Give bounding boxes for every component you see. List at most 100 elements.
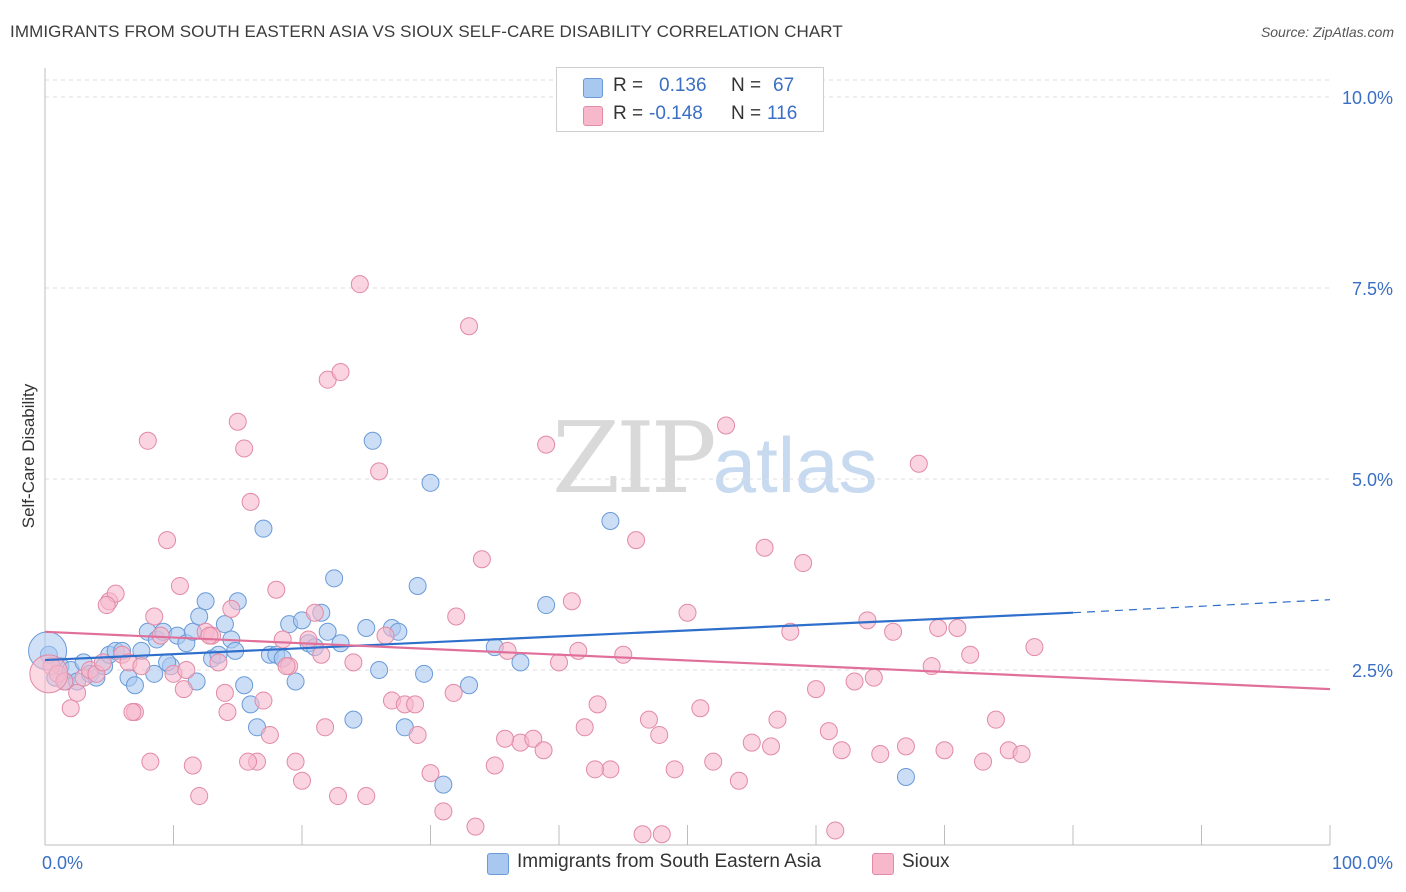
sioux-point [254, 691, 273, 710]
sioux-point [145, 607, 164, 626]
sioux-point [158, 531, 177, 550]
sioux-point [665, 760, 684, 779]
sioux-point [678, 603, 697, 622]
sioux-point [460, 317, 479, 336]
immigrants-point [196, 592, 215, 611]
sioux-point [986, 710, 1005, 729]
sioux-point [466, 817, 485, 836]
sioux-point [742, 733, 761, 752]
immigrants-point [344, 710, 363, 729]
sioux-point [896, 737, 915, 756]
sioux-point [132, 657, 151, 676]
sioux-point [845, 672, 864, 691]
sioux-point [717, 416, 736, 435]
sioux-point [239, 752, 258, 771]
sioux-point [884, 622, 903, 641]
sioux-point [344, 653, 363, 672]
sioux-point [781, 622, 800, 641]
sioux-point [61, 699, 80, 718]
legend-swatch-sioux [583, 106, 603, 126]
sioux-point [935, 741, 954, 760]
sioux-point [974, 752, 993, 771]
sioux-point [948, 618, 967, 637]
chart-title: IMMIGRANTS FROM SOUTH EASTERN ASIA VS SI… [10, 22, 843, 41]
sioux-point [328, 787, 347, 806]
data-points [28, 275, 1044, 844]
sioux-point [299, 630, 318, 649]
sioux-point [277, 657, 296, 676]
sioux-point [1012, 745, 1031, 764]
legend-n-value: 67 [773, 75, 795, 96]
legend-r-value: -0.148 [649, 103, 703, 124]
sioux-point [273, 630, 292, 649]
sioux-point [350, 275, 369, 294]
sioux-point [170, 576, 189, 595]
legend-label-immigrants: Immigrants from South Eastern Asia [517, 851, 822, 872]
immigrants-point [286, 672, 305, 691]
sioux-point [562, 592, 581, 611]
sioux-point [444, 683, 463, 702]
trend-lines [44, 599, 1331, 691]
immigrants-point [370, 661, 389, 679]
immigrants-point [318, 622, 337, 641]
sioux-point [370, 462, 389, 481]
sioux-point [650, 725, 669, 744]
sioux-point [200, 626, 219, 645]
sioux-point [215, 683, 234, 702]
sioux-point [376, 626, 395, 645]
sioux-point [447, 607, 466, 626]
legend-r-value: 0.136 [659, 75, 707, 96]
immigrants-trend-extension [1072, 599, 1331, 614]
x-tick-label: 0.0% [42, 853, 83, 873]
immigrants-point [190, 607, 209, 626]
sioux-point [819, 722, 838, 741]
sioux-point [305, 603, 324, 622]
immigrants-point [415, 664, 434, 683]
correlation-legend: R = 0.136 N = 67 R = -0.148 N = 116 [556, 67, 824, 132]
immigrants-point [408, 576, 427, 595]
sioux-point [331, 363, 350, 382]
sioux-point [729, 771, 748, 790]
y-tick-label: 5.0% [1352, 470, 1393, 490]
sioux-point [909, 454, 928, 473]
immigrants-point [421, 473, 440, 492]
sioux-point [864, 668, 883, 687]
immigrants-point [215, 615, 234, 634]
immigrants-point [254, 519, 273, 538]
watermark-atlas: atlas [712, 421, 878, 509]
legend-row-sioux: R = -0.148 N = 116 [557, 100, 823, 128]
sioux-point [858, 611, 877, 630]
legend-n-label: N = [731, 103, 762, 124]
sioux-point [68, 683, 87, 702]
immigrants-trend-line [44, 611, 1074, 662]
sioux-point [704, 752, 723, 771]
sioux-point [691, 699, 710, 718]
sioux-point [627, 531, 646, 550]
sioux-point [807, 680, 825, 699]
sioux-point [218, 703, 237, 722]
immigrants-point [537, 596, 556, 615]
sioux-point [177, 661, 196, 679]
sioux-point [537, 435, 556, 454]
sioux-point [524, 729, 543, 748]
sioux-point [794, 554, 813, 573]
sioux-point [485, 756, 504, 775]
y-tick-label: 2.5% [1352, 661, 1393, 681]
sioux-point [832, 741, 851, 760]
sioux-point [1025, 638, 1044, 657]
sioux-point [633, 825, 652, 844]
sioux-point [293, 771, 311, 790]
sioux-point [235, 439, 254, 458]
sioux-point [961, 645, 980, 664]
sioux-point [434, 802, 453, 821]
legend-r-label: R = [613, 103, 644, 124]
immigrants-point [125, 676, 144, 695]
axis-labels: 2.5% 5.0% 7.5% 10.0% 0.0% 100.0% Self-Care Dis… [19, 88, 1393, 873]
sioux-point [241, 492, 260, 511]
sioux-point [639, 710, 658, 729]
sioux-point [871, 745, 890, 764]
y-tick-label: 10.0% [1342, 88, 1393, 108]
immigrants-point [601, 512, 620, 531]
watermark: ZIPatlas [552, 402, 878, 516]
